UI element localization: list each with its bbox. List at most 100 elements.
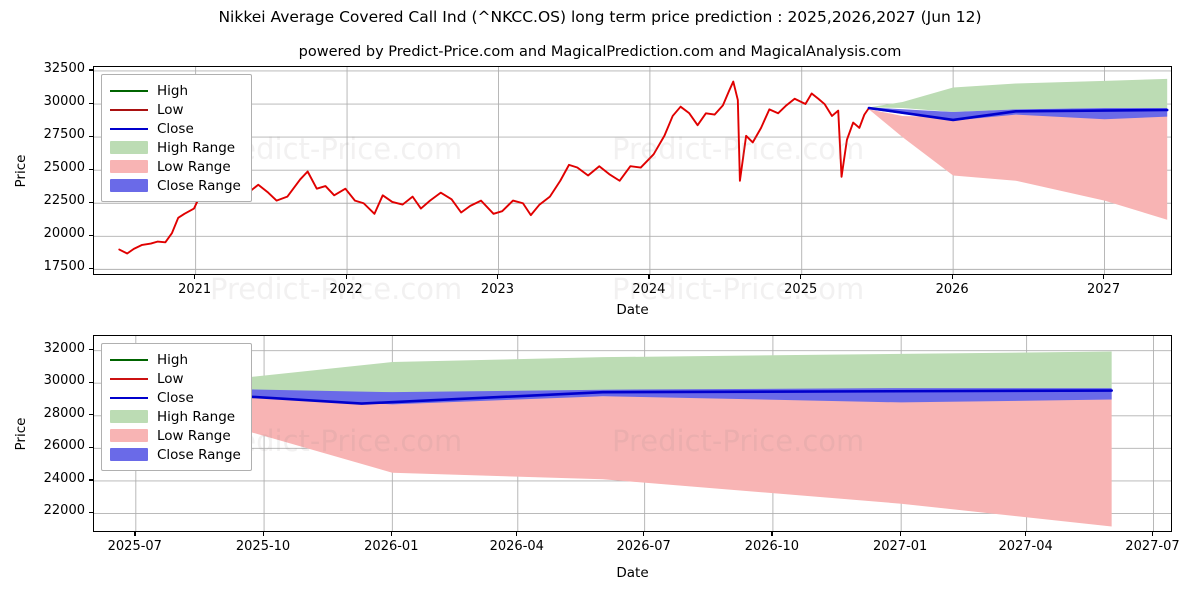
x-tick-label: 2025-07 (107, 539, 162, 554)
top-x-axis-label: Date (616, 302, 649, 318)
legend-label-close-range: Close Range (157, 446, 241, 463)
x-tick-mark (800, 275, 802, 279)
legend-label-high-range: High Range (157, 408, 236, 425)
y-tick-mark (89, 267, 93, 270)
x-tick-mark (1103, 275, 1105, 279)
x-tick-label: 2026-01 (364, 539, 419, 554)
legend-swatch-high-range-icon (110, 410, 148, 423)
legend-item-low-range: Low Range (110, 157, 241, 176)
top-chart-svg (94, 67, 1171, 274)
x-tick-label: 2025 (784, 282, 818, 297)
x-tick-label: 2027 (1087, 282, 1121, 297)
x-tick-mark (1025, 532, 1027, 536)
x-tick-label: 2025-10 (235, 539, 291, 554)
x-tick-label: 2026-10 (744, 539, 800, 554)
y-tick-mark (89, 446, 93, 449)
legend-item-high: High (110, 350, 241, 369)
y-tick-mark (89, 414, 93, 416)
x-tick-mark (643, 532, 645, 536)
x-tick-label: 2026 (935, 282, 969, 297)
legend-label-low: Low (157, 370, 184, 387)
top-chart-legend: High Low Close High Range Low Range Clos… (101, 74, 252, 202)
legend-swatch-high-icon (110, 353, 148, 367)
legend-label-high: High (157, 351, 189, 368)
legend-swatch-low-icon (110, 372, 148, 386)
x-tick-mark (951, 275, 953, 279)
legend-swatch-close-range-icon (110, 179, 148, 192)
legend-item-close-range: Close Range (110, 176, 241, 195)
x-tick-mark (1151, 532, 1154, 536)
bottom-chart-plot-area (93, 335, 1172, 532)
x-tick-mark (262, 532, 264, 536)
x-tick-mark (390, 532, 393, 536)
legend-label-low: Low (157, 101, 184, 118)
y-tick-label: 32500 (43, 60, 85, 76)
y-tick-label: 30000 (43, 94, 85, 110)
legend-item-close-range: Close Range (110, 445, 241, 464)
y-tick-label: 20000 (43, 226, 85, 242)
y-tick-label: 25000 (43, 160, 85, 176)
x-tick-label: 2026-04 (489, 539, 544, 554)
x-tick-mark (194, 275, 196, 279)
legend-swatch-close-icon (110, 391, 148, 405)
legend-swatch-low-range-icon (110, 429, 148, 442)
x-tick-label: 2027-04 (998, 539, 1053, 554)
y-tick-mark (89, 201, 93, 203)
legend-swatch-low-range-icon (110, 160, 148, 173)
legend-item-close: Close (110, 119, 241, 138)
y-tick-mark (89, 69, 93, 71)
legend-item-low-range: Low Range (110, 426, 241, 445)
legend-swatch-high-icon (110, 84, 148, 98)
y-tick-mark (89, 349, 93, 351)
y-tick-mark (89, 479, 93, 481)
y-tick-label: 27500 (43, 127, 85, 143)
x-tick-label: 2024 (632, 282, 666, 297)
y-tick-label: 26000 (43, 438, 85, 454)
legend-swatch-low-icon (110, 103, 148, 117)
legend-swatch-close-range-icon (110, 448, 148, 461)
y-tick-label: 22000 (43, 503, 85, 519)
x-tick-label: 2026-07 (616, 539, 671, 554)
x-tick-mark (771, 532, 773, 536)
x-tick-label: 2022 (329, 282, 363, 297)
y-tick-mark (89, 381, 93, 383)
y-tick-label: 24000 (43, 470, 85, 486)
legend-item-high: High (110, 81, 241, 100)
y-tick-label: 28000 (43, 405, 85, 421)
chart-title: Nikkei Average Covered Call Ind (^NKCC.O… (218, 8, 982, 26)
x-tick-mark (899, 532, 901, 536)
x-tick-mark (345, 275, 347, 279)
y-tick-mark (89, 234, 93, 236)
legend-item-low: Low (110, 100, 241, 119)
y-tick-label: 17500 (43, 259, 85, 275)
y-tick-label: 32000 (43, 340, 85, 356)
top-chart-plot-area (93, 66, 1172, 275)
x-tick-label: 2027-07 (1125, 539, 1180, 554)
y-tick-mark (89, 102, 93, 104)
y-tick-mark (89, 511, 93, 514)
legend-item-low: Low (110, 369, 241, 388)
legend-item-high-range: High Range (110, 138, 241, 157)
legend-label-close: Close (157, 389, 194, 406)
x-tick-mark (516, 532, 518, 536)
chart-subtitle: powered by Predict-Price.com and Magical… (298, 44, 902, 60)
x-tick-mark (134, 532, 136, 536)
x-tick-mark (648, 275, 650, 279)
x-tick-label: 2023 (480, 282, 515, 297)
x-tick-mark (496, 275, 499, 279)
y-tick-mark (89, 135, 93, 137)
y-tick-label: 22500 (43, 193, 85, 209)
legend-label-close-range: Close Range (157, 177, 241, 194)
bottom-chart-legend: High Low Close High Range Low Range Clos… (101, 343, 252, 471)
legend-label-low-range: Low Range (157, 158, 231, 175)
y-tick-label: 30000 (43, 373, 85, 389)
legend-label-close: Close (157, 120, 194, 137)
y-tick-mark (89, 168, 93, 170)
legend-swatch-high-range-icon (110, 141, 148, 154)
x-tick-label: 2021 (178, 282, 212, 297)
legend-item-close: Close (110, 388, 241, 407)
bottom-chart-svg (94, 336, 1171, 531)
legend-label-high-range: High Range (157, 139, 236, 156)
legend-swatch-close-icon (110, 122, 148, 136)
